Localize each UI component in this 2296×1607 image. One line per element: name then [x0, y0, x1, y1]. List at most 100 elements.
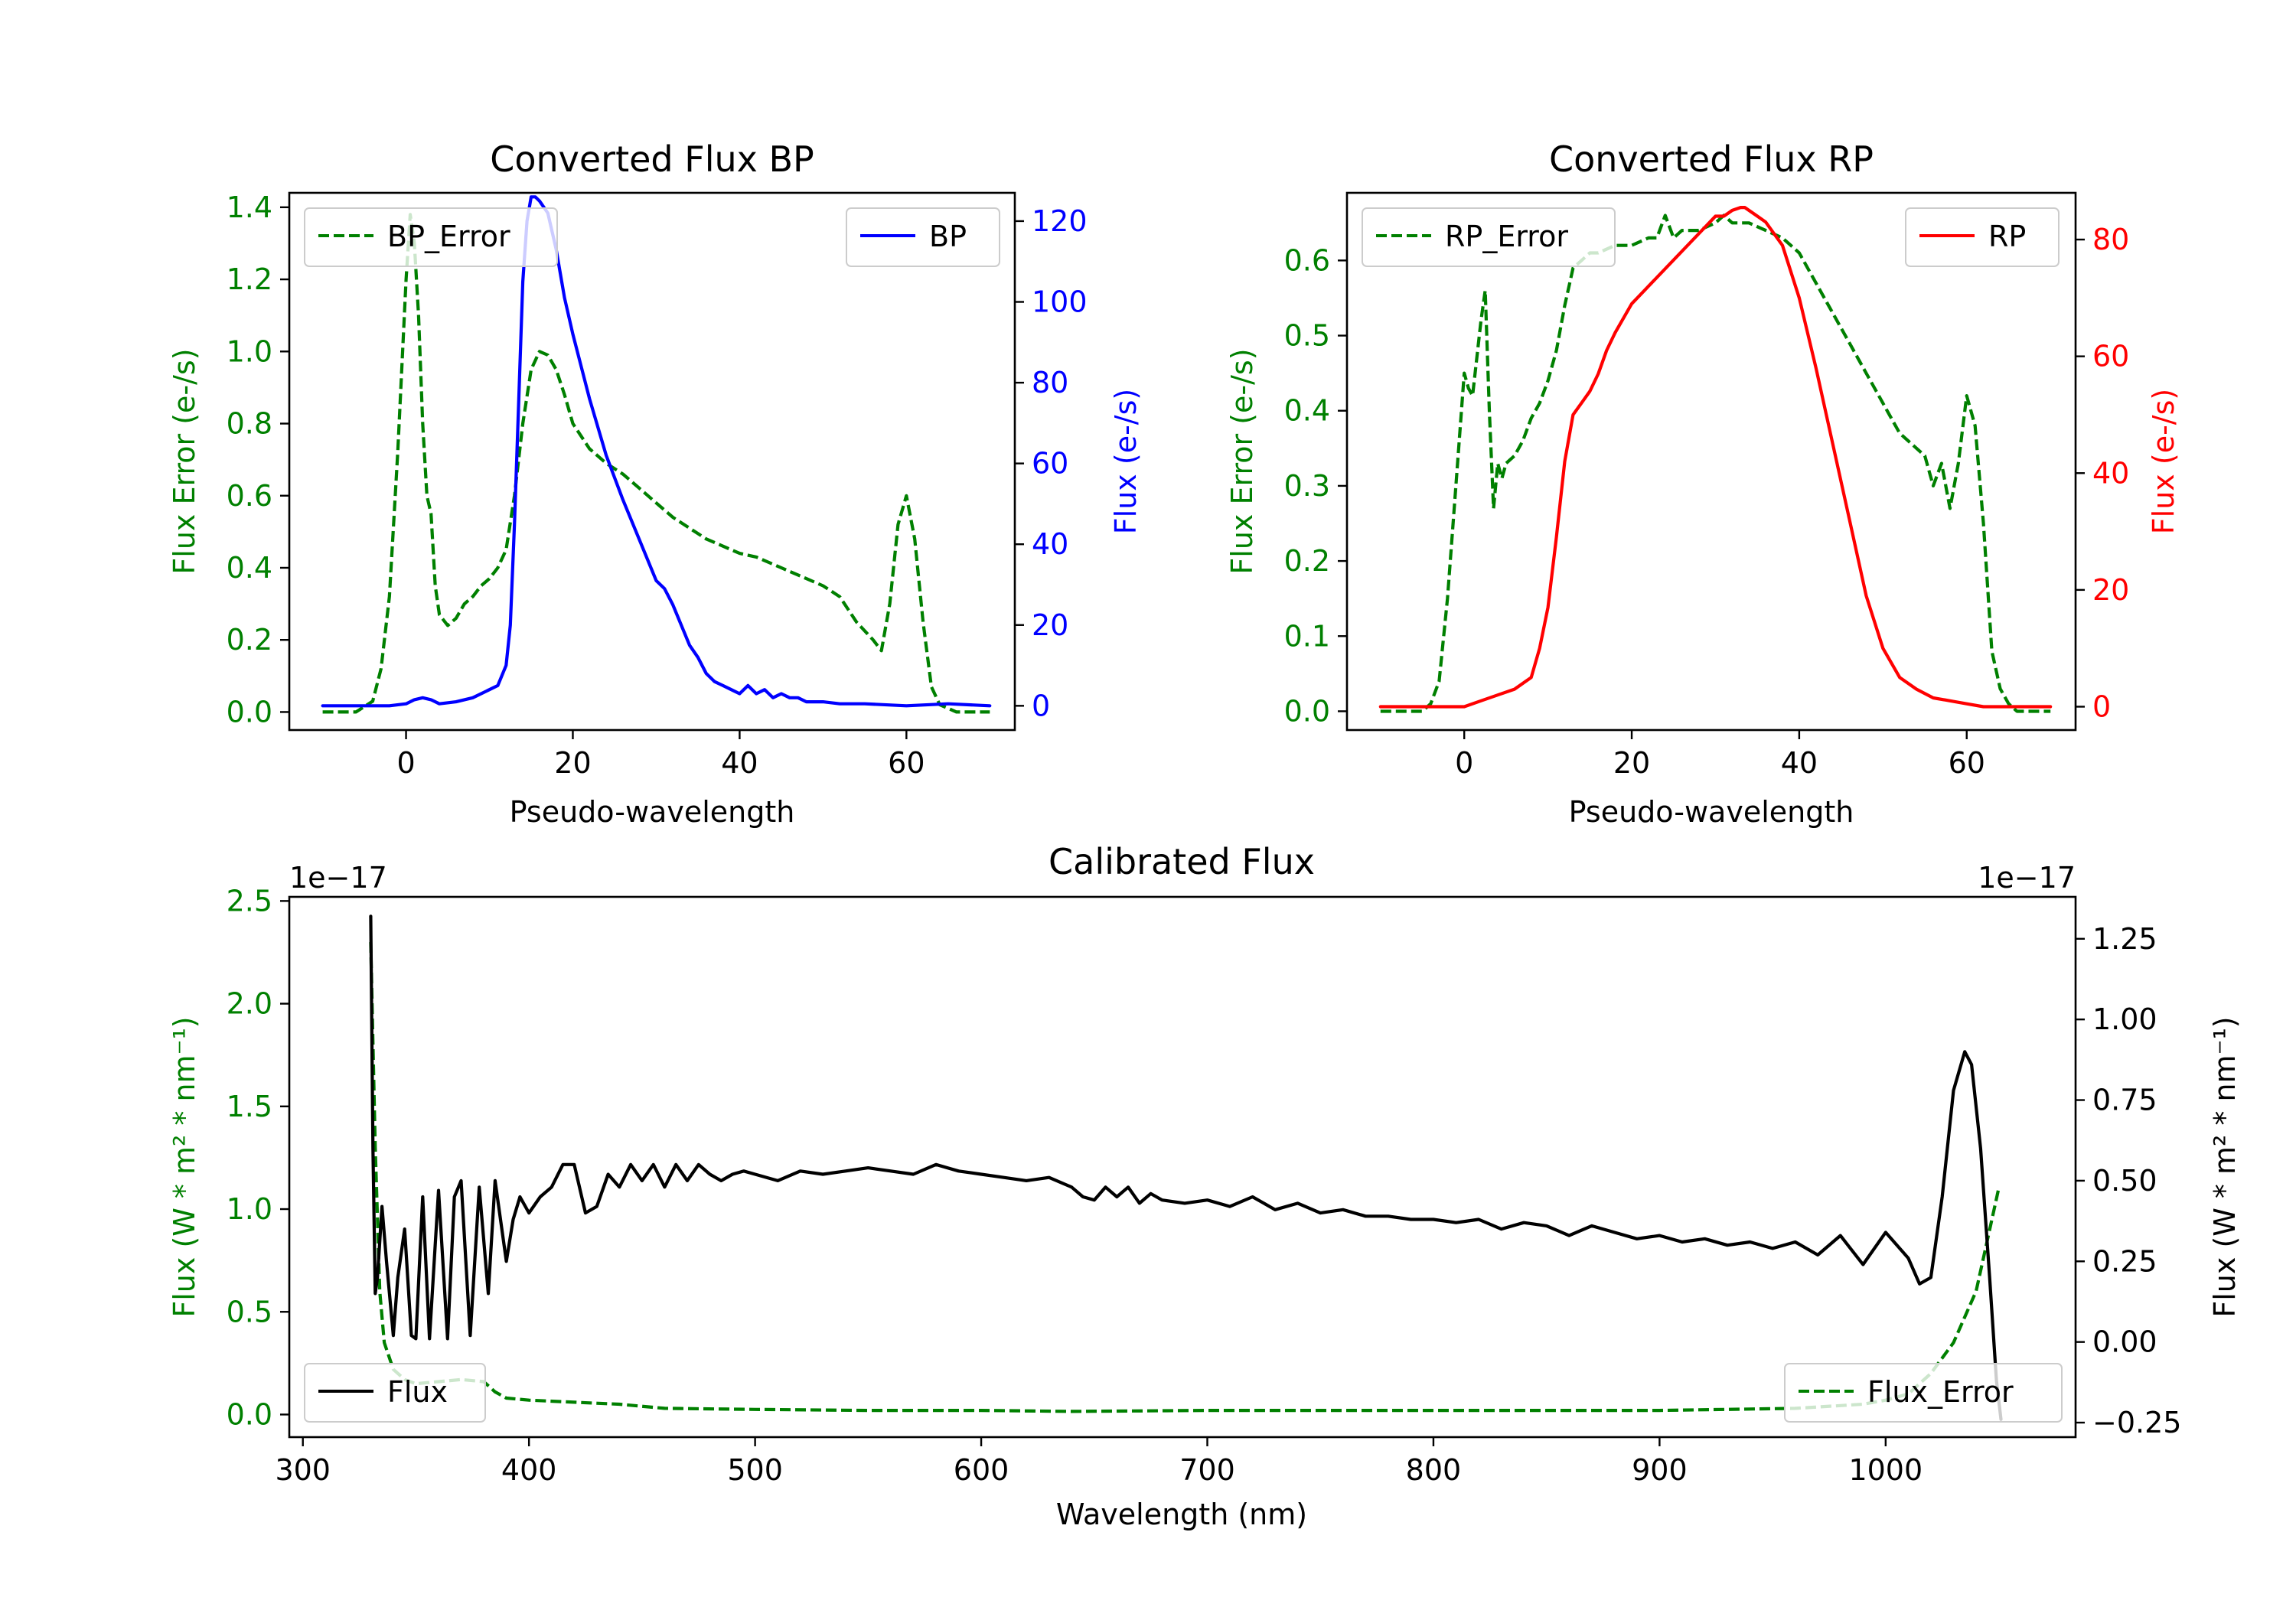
rp-right-y-label: Flux (e-/s): [2147, 389, 2180, 534]
rp-panel: Converted Flux RP 0 20 40 60 0.0 0.1 0.2 0.3 0.…: [1225, 139, 2180, 829]
rp-legend[interactable]: RP: [1905, 207, 2060, 267]
calibrated-left-tick-label: 2.0: [227, 987, 272, 1021]
flux-legend-label: Flux: [387, 1375, 448, 1409]
bp-right-y-label: Flux (e-/s): [1109, 389, 1143, 534]
calibrated-axes-frame: [288, 895, 2077, 1439]
calibrated-left-tick-label: 1.5: [227, 1090, 272, 1123]
rp-error-legend-label: RP_Error: [1445, 220, 1568, 253]
calibrated-x-tick-label: 1000: [1848, 1453, 1923, 1487]
bp-x-tick-label: 20: [554, 746, 591, 780]
calibrated-right-tick-label: −0.25: [2092, 1406, 2181, 1439]
calibrated-x-tick-label: 900: [1632, 1453, 1688, 1487]
rp-error-legend[interactable]: RP_Error: [1362, 207, 1616, 267]
calibrated-panel: Calibrated Flux 1e−17 1e−17 300 400 500 600…: [168, 841, 2242, 1531]
bp-right-ticks: 0 20 40 60 80 100 120: [1015, 204, 1088, 722]
bp-x-tick-label: 0: [396, 746, 415, 780]
bp-error-series-line: [322, 213, 990, 714]
bp-error-legend-box: [304, 207, 558, 267]
flux-error-legend[interactable]: Flux_Error: [1784, 1363, 2063, 1423]
rp-x-tick-label: 60: [1949, 746, 1985, 780]
rp-right-tick-label: 0: [2092, 689, 2111, 723]
rp-right-tick-label: 60: [2092, 340, 2129, 373]
flux-error-series-line: [369, 942, 2001, 1413]
bp-right-tick-label: 120: [1032, 204, 1088, 238]
calibrated-x-ticks: 300 400 500 600 700 800 900 1000: [275, 1437, 1923, 1487]
rp-left-tick-label: 0.0: [1284, 694, 1330, 728]
bp-x-tick-label: 60: [888, 746, 925, 780]
rp-title: Converted Flux RP: [1549, 139, 1874, 180]
bp-left-tick-label: 0.2: [227, 623, 272, 657]
bp-right-tick-label: 40: [1032, 527, 1068, 561]
rp-right-tick-label: 80: [2092, 223, 2129, 256]
calibrated-x-tick-label: 500: [727, 1453, 783, 1487]
calibrated-x-tick-label: 300: [275, 1453, 331, 1487]
calibrated-right-tick-label: 1.25: [2092, 922, 2157, 956]
bp-axes-frame: [288, 191, 1016, 732]
bp-legend[interactable]: BP: [846, 207, 1000, 267]
calibrated-left-y-label: Flux (W * m² * nm⁻¹): [168, 1016, 201, 1317]
bp-panel: Converted Flux BP 0 20 40 60 0.00.20.40.60.…: [168, 139, 1143, 829]
bp-series-line: [321, 195, 992, 708]
bp-x-ticks: 0 20 40 60: [396, 730, 925, 780]
flux-legend-box: [304, 1363, 486, 1423]
rp-x-tick-label: 40: [1781, 746, 1818, 780]
rp-right-tick-label: 20: [2092, 573, 2129, 607]
bp-error-legend-label: BP_Error: [387, 220, 510, 253]
bp-left-ticks: 0.0 0.2 0.4 0.6 0.8 1.0 1.2 1.4: [227, 191, 289, 729]
rp-left-tick-label: 0.2: [1284, 544, 1330, 578]
bp-left-tick-label: 0.4: [227, 551, 272, 585]
bp-left-tick-label: 0.8: [227, 407, 272, 441]
calibrated-left-ticks: 0.0 0.5 1.0 1.5 2.0 2.5: [227, 884, 289, 1431]
flux-error-legend-box: [1784, 1363, 2063, 1423]
rp-legend-box: [1905, 207, 2060, 267]
rp-right-tick-label: 40: [2092, 456, 2129, 490]
calibrated-title: Calibrated Flux: [1049, 841, 1315, 882]
flux-error-legend-label: Flux_Error: [1867, 1375, 2014, 1409]
bp-lines: [321, 195, 992, 714]
calibrated-left-tick-label: 0.0: [227, 1397, 272, 1431]
bp-left-y-label: Flux Error (e-/s): [168, 348, 201, 574]
bp-x-label: Pseudo-wavelength: [510, 795, 795, 829]
calibrated-right-offset-text: 1e−17: [1978, 861, 2076, 895]
calibrated-left-tick-label: 2.5: [227, 884, 272, 918]
rp-series-line: [1378, 206, 2053, 709]
calibrated-x-label: Wavelength (nm): [1056, 1498, 1307, 1531]
bp-right-tick-label: 60: [1032, 447, 1068, 481]
rp-left-tick-label: 0.4: [1284, 394, 1330, 428]
rp-x-tick-label: 20: [1613, 746, 1650, 780]
calibrated-left-tick-label: 1.0: [227, 1192, 272, 1226]
flux-legend[interactable]: Flux: [304, 1363, 486, 1423]
bp-right-tick-label: 0: [1032, 689, 1050, 722]
rp-left-ticks: 0.0 0.1 0.2 0.3 0.4 0.5 0.6: [1284, 243, 1347, 728]
bp-left-tick-label: 1.4: [227, 191, 272, 224]
rp-x-ticks: 0 20 40 60: [1455, 730, 1985, 780]
calibrated-x-tick-label: 400: [501, 1453, 557, 1487]
bp-left-tick-label: 0.0: [227, 695, 272, 729]
rp-left-tick-label: 0.3: [1284, 469, 1330, 503]
bp-right-tick-label: 20: [1032, 608, 1068, 642]
rp-lines: [1378, 206, 2053, 713]
rp-left-tick-label: 0.1: [1284, 619, 1330, 653]
bp-error-legend[interactable]: BP_Error: [304, 207, 558, 267]
calibrated-x-tick-label: 700: [1179, 1453, 1235, 1487]
bp-title: Converted Flux BP: [490, 139, 814, 180]
calibrated-x-tick-label: 800: [1406, 1453, 1462, 1487]
rp-axes-frame: [1345, 191, 2077, 732]
calibrated-x-tick-label: 600: [954, 1453, 1009, 1487]
rp-left-y-label: Flux Error (e-/s): [1225, 348, 1259, 574]
bp-left-tick-label: 1.0: [227, 334, 272, 368]
bp-legend-box: [846, 207, 1000, 267]
calibrated-left-tick-label: 0.5: [227, 1295, 272, 1328]
rp-error-series-line: [1380, 214, 2051, 713]
bp-left-tick-label: 1.2: [227, 262, 272, 296]
rp-right-ticks: 0 20 40 60 80: [2076, 223, 2129, 723]
calibrated-right-ticks: −0.25 0.00 0.25 0.50 0.75 1.00 1.25: [2076, 922, 2181, 1439]
calibrated-right-y-label: Flux (W * m² * nm⁻¹): [2208, 1016, 2242, 1317]
bp-left-tick-label: 0.6: [227, 479, 272, 513]
calibrated-right-tick-label: 1.00: [2092, 1002, 2157, 1036]
calibrated-right-tick-label: 0.50: [2092, 1164, 2157, 1198]
calibrated-lines: [369, 914, 2003, 1421]
rp-left-tick-label: 0.6: [1284, 243, 1330, 277]
flux-series-line: [369, 914, 2003, 1421]
